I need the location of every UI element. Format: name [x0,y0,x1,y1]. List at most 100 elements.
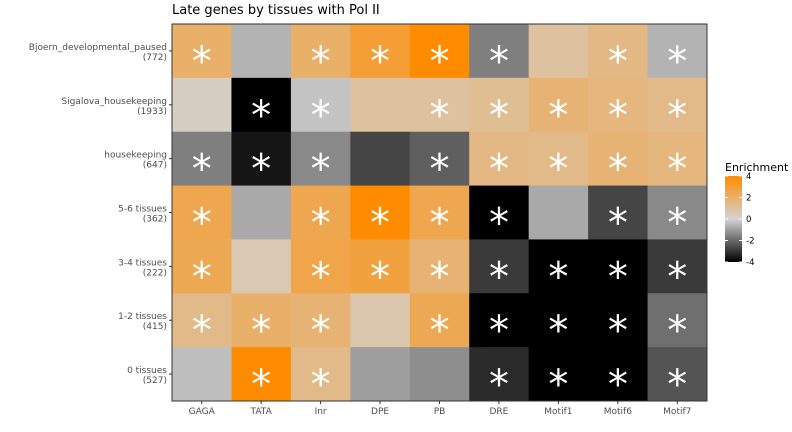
significance-star: * [667,39,687,85]
significance-star: * [430,39,450,85]
significance-star: * [430,93,450,139]
heatmap-cell [647,77,708,133]
x-tick-label: TATA [250,407,273,417]
significance-star: * [311,39,331,85]
heatmap-cell [231,239,292,294]
significance-star: * [608,201,628,247]
significance-star: * [548,147,568,193]
significance-star: * [667,147,687,193]
heatmap-cell [528,77,589,133]
heatmap-cell [290,131,351,187]
x-tick-label: Motif6 [604,407,632,417]
significance-markers: * * * * * * * * * * * * * * * * * * * * * * * * * * * * * * * * * * * * * * * *… [192,39,688,408]
heatmap-cell [528,293,589,348]
heatmap-cell [528,239,589,294]
significance-star: * [548,254,568,300]
heatmap-cell [290,347,351,402]
heatmap-cell [588,24,649,79]
heatmap-cell [469,347,530,402]
heatmap-cell [409,239,470,294]
significance-star: * [667,362,687,408]
significance-star: * [548,308,568,354]
significance-star: * [430,201,450,247]
heatmap-cell [231,293,292,348]
legend: Enrichment 4 2 0 -2 -4 [725,161,789,268]
y-axis-labels: Bjoern_developmental_paused (772) Sigalova… [29,43,172,386]
x-tick-label: Motif1 [544,407,572,417]
significance-star: * [311,254,331,300]
significance-star: * [370,39,390,85]
significance-star: * [608,147,628,193]
heatmap-cell [409,77,470,133]
significance-star: * [192,147,212,193]
heatmap-cell [172,185,232,240]
significance-star: * [489,201,509,247]
heatmap-cell [290,185,351,240]
significance-star: * [311,93,331,139]
heatmap-cell [409,24,470,79]
heatmap-cell [588,131,649,187]
heatmap-cell [290,239,351,294]
significance-star: * [489,93,509,139]
heatmap-cell [350,24,411,79]
legend-title: Enrichment [725,161,789,174]
heatmap-cell [172,77,232,133]
y-tick-label: 1-2 tissues (415) [118,312,167,332]
legend-tick-label: 0 [746,215,751,225]
heatmap-cell [290,77,351,133]
y-tick-label: 0 tissues (527) [127,366,167,386]
heatmap-cell [647,185,708,240]
y-tick-label: housekeeping (647) [104,151,167,171]
chart-title: Late genes by tissues with Pol II [172,3,380,18]
legend-colorbar [725,176,742,262]
significance-star: * [430,147,450,193]
x-tick-label: Inr [315,407,327,417]
y-tick-label: 3-4 tissues (222) [118,258,167,278]
heatmap-cell [350,293,411,348]
x-tick-label: Motif7 [663,407,691,417]
x-tick-label: DPE [371,407,389,417]
heatmap-cell [409,293,470,348]
heatmap-cell [409,131,470,187]
heatmap-cell [647,24,708,79]
heatmap-cell [172,293,232,348]
heatmap-cell [350,239,411,294]
significance-star: * [489,39,509,85]
heatmap-cell [469,239,530,294]
significance-star: * [489,254,509,300]
heatmap-cell [350,77,411,133]
significance-star: * [251,147,271,193]
heatmap-cell [231,131,292,187]
legend-tick-label: 2 [746,194,751,204]
significance-star: * [608,308,628,354]
heatmap-cell [588,77,649,133]
significance-star: * [311,201,331,247]
y-tick-label: Bjoern_developmental_paused (772) [29,43,167,63]
heatmap-cell [290,293,351,348]
heatmap-cell [350,185,411,240]
legend-tick-label: -4 [746,258,754,268]
heatmap-cell [647,347,708,402]
heatmap-cell [231,24,292,79]
heatmap-cell [528,347,589,402]
heatmap-cell [172,24,232,79]
x-tick-label: GAGA [189,407,216,417]
heatmap-cell [172,131,232,187]
significance-star: * [667,254,687,300]
significance-star: * [489,147,509,193]
significance-star: * [608,362,628,408]
heatmap-cell [647,131,708,187]
heatmap-cells [172,24,708,402]
heatmap-cell [172,347,232,402]
significance-star: * [608,39,628,85]
heatmap-cell [647,293,708,348]
significance-star: * [489,308,509,354]
heatmap-cell [172,239,232,294]
heatmap-cell [469,131,530,187]
heatmap-cell [647,239,708,294]
y-tick-label: Sigalova_housekeeping (1933) [61,97,167,117]
significance-star: * [548,362,568,408]
significance-star: * [192,254,212,300]
y-tick-label: 5-6 tissues (362) [118,205,167,225]
